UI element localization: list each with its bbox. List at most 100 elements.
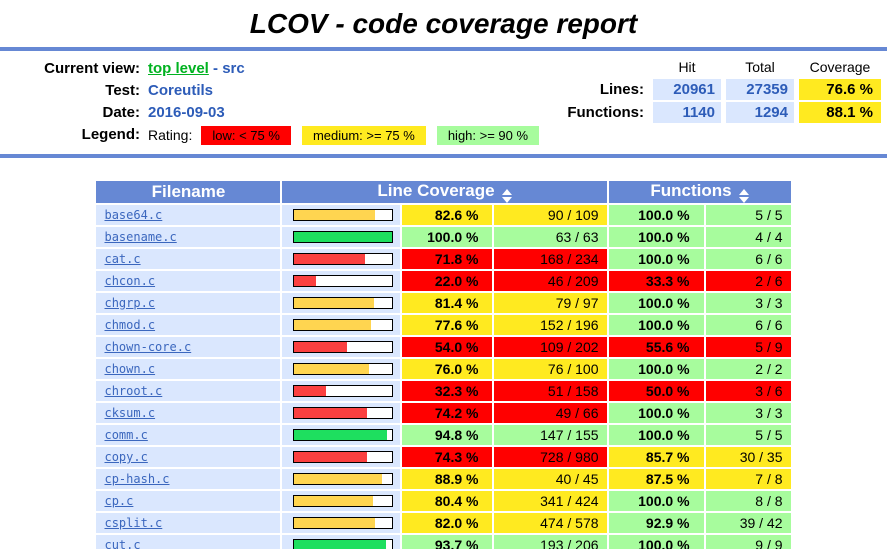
table-row: cp-hash.c 88.9 % 40 / 45 87.5 % 7 / 8	[96, 469, 791, 489]
file-link[interactable]: chown-core.c	[104, 340, 192, 354]
coverage-bar	[293, 517, 394, 529]
func-pct-cell: 100.0 %	[608, 293, 704, 313]
date-label: Date:	[102, 104, 140, 121]
sort-updown-icon[interactable]	[738, 189, 749, 203]
file-link[interactable]: cksum.c	[104, 406, 156, 420]
functions-header-text: Functions	[650, 181, 732, 200]
file-cell: chown.c	[96, 359, 281, 379]
line-pct-cell: 94.8 %	[402, 425, 493, 445]
line-pct-cell: 93.7 %	[402, 535, 493, 549]
lines-coverage: 76.6 %	[799, 79, 881, 100]
coverage-bar-cell	[282, 337, 401, 357]
breadcrumb-separator: -	[213, 60, 219, 77]
coverage-bar-fill	[294, 518, 375, 528]
table-row: csplit.c 82.0 % 474 / 578 92.9 % 39 / 42	[96, 513, 791, 533]
func-ratio-cell: 3 / 3	[705, 403, 791, 423]
coverage-bar	[293, 407, 394, 419]
file-link[interactable]: cp.c	[104, 494, 134, 508]
coverage-bar	[293, 297, 394, 309]
top-level-link[interactable]: top level	[148, 60, 209, 77]
coverage-bar	[293, 363, 394, 375]
func-pct-cell: 100.0 %	[608, 359, 704, 379]
coverage-bar-fill	[294, 430, 388, 440]
coverage-bar-cell	[282, 491, 401, 511]
func-ratio-cell: 2 / 6	[705, 271, 791, 291]
coverage-bar-cell	[282, 447, 401, 467]
legend-row: Rating: low: < 75 % medium: >= 75 % high: …	[148, 124, 879, 146]
line-ratio-cell: 152 / 196	[494, 315, 607, 335]
line-ratio-cell: 40 / 45	[494, 469, 607, 489]
col-header-filename: Filename	[96, 181, 281, 203]
legend-medium: medium: >= 75 %	[301, 125, 426, 145]
coverage-bar-cell	[282, 469, 401, 489]
lines-label: Lines:	[599, 81, 644, 98]
func-pct-cell: 55.6 %	[608, 337, 704, 357]
coverage-bar-fill	[294, 254, 365, 264]
line-pct-cell: 100.0 %	[402, 227, 493, 247]
file-cell: cut.c	[96, 535, 281, 549]
func-ratio-cell: 3 / 6	[705, 381, 791, 401]
file-cell: chroot.c	[96, 381, 281, 401]
coverage-bar-fill	[294, 474, 382, 484]
file-link[interactable]: cat.c	[104, 252, 141, 266]
func-ratio-cell: 6 / 6	[705, 249, 791, 269]
file-cell: cp-hash.c	[96, 469, 281, 489]
file-link[interactable]: cp-hash.c	[104, 472, 170, 486]
file-cell: copy.c	[96, 447, 281, 467]
stats-col-hit: Hit	[678, 59, 696, 75]
table-row: chcon.c 22.0 % 46 / 209 33.3 % 2 / 6	[96, 271, 791, 291]
current-view-value: top level - src	[148, 58, 879, 80]
table-row: cp.c 80.4 % 341 / 424 100.0 % 8 / 8	[96, 491, 791, 511]
coverage-bar-fill	[294, 452, 368, 462]
file-link[interactable]: cut.c	[104, 538, 141, 549]
functions-total: 1294	[726, 102, 794, 123]
page-title: LCOV - code coverage report	[249, 8, 638, 39]
file-cell: cat.c	[96, 249, 281, 269]
func-pct-cell: 100.0 %	[608, 249, 704, 269]
file-link[interactable]: chcon.c	[104, 274, 156, 288]
sort-updown-icon[interactable]	[501, 189, 512, 203]
file-link[interactable]: basename.c	[104, 230, 177, 244]
legend-label: Legend:	[81, 126, 140, 143]
file-link[interactable]: copy.c	[104, 450, 148, 464]
test-value: Coreutils	[148, 82, 214, 99]
coverage-bar	[293, 209, 394, 221]
line-pct-cell: 71.8 %	[402, 249, 493, 269]
line-ratio-cell: 46 / 209	[494, 271, 607, 291]
coverage-bar	[293, 429, 394, 441]
coverage-bar-fill	[294, 496, 374, 506]
file-link[interactable]: csplit.c	[104, 516, 163, 530]
summary-stats: Hit Total Coverage Lines: 20961 27359 76…	[567, 58, 881, 123]
line-ratio-cell: 168 / 234	[494, 249, 607, 269]
file-cell: chgrp.c	[96, 293, 281, 313]
file-link[interactable]: chgrp.c	[104, 296, 156, 310]
table-row: cat.c 71.8 % 168 / 234 100.0 % 6 / 6	[96, 249, 791, 269]
file-link[interactable]: chown.c	[104, 362, 156, 376]
file-link[interactable]: chmod.c	[104, 318, 156, 332]
coverage-bar-cell	[282, 271, 401, 291]
coverage-bar-cell	[282, 315, 401, 335]
coverage-bar-fill	[294, 210, 376, 220]
coverage-bar-cell	[282, 535, 401, 549]
file-link[interactable]: comm.c	[104, 428, 148, 442]
col-header-functions: Functions	[608, 181, 791, 203]
func-pct-cell: 50.0 %	[608, 381, 704, 401]
file-link[interactable]: base64.c	[104, 208, 163, 222]
file-cell: cp.c	[96, 491, 281, 511]
coverage-bar	[293, 385, 394, 397]
line-pct-cell: 54.0 %	[402, 337, 493, 357]
stats-col-coverage: Coverage	[809, 59, 871, 75]
file-cell: chown-core.c	[96, 337, 281, 357]
func-ratio-cell: 3 / 3	[705, 293, 791, 313]
coverage-bar-fill	[294, 320, 371, 330]
divider-rule-bottom	[0, 154, 887, 158]
file-cell: basename.c	[96, 227, 281, 247]
table-row: chgrp.c 81.4 % 79 / 97 100.0 % 3 / 3	[96, 293, 791, 313]
table-row: copy.c 74.3 % 728 / 980 85.7 % 30 / 35	[96, 447, 791, 467]
file-link[interactable]: chroot.c	[104, 384, 163, 398]
func-ratio-cell: 6 / 6	[705, 315, 791, 335]
coverage-bar	[293, 341, 394, 353]
coverage-bar	[293, 253, 394, 265]
coverage-bar-fill	[294, 540, 387, 549]
